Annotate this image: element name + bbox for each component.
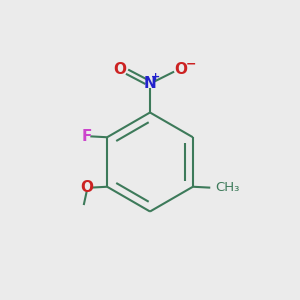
Text: O: O: [113, 62, 126, 77]
Text: −: −: [185, 58, 196, 71]
Text: +: +: [152, 72, 160, 82]
Text: CH₃: CH₃: [215, 181, 239, 194]
Text: O: O: [80, 180, 93, 195]
Text: N: N: [144, 76, 156, 91]
Text: F: F: [82, 129, 92, 144]
Text: O: O: [174, 62, 187, 77]
